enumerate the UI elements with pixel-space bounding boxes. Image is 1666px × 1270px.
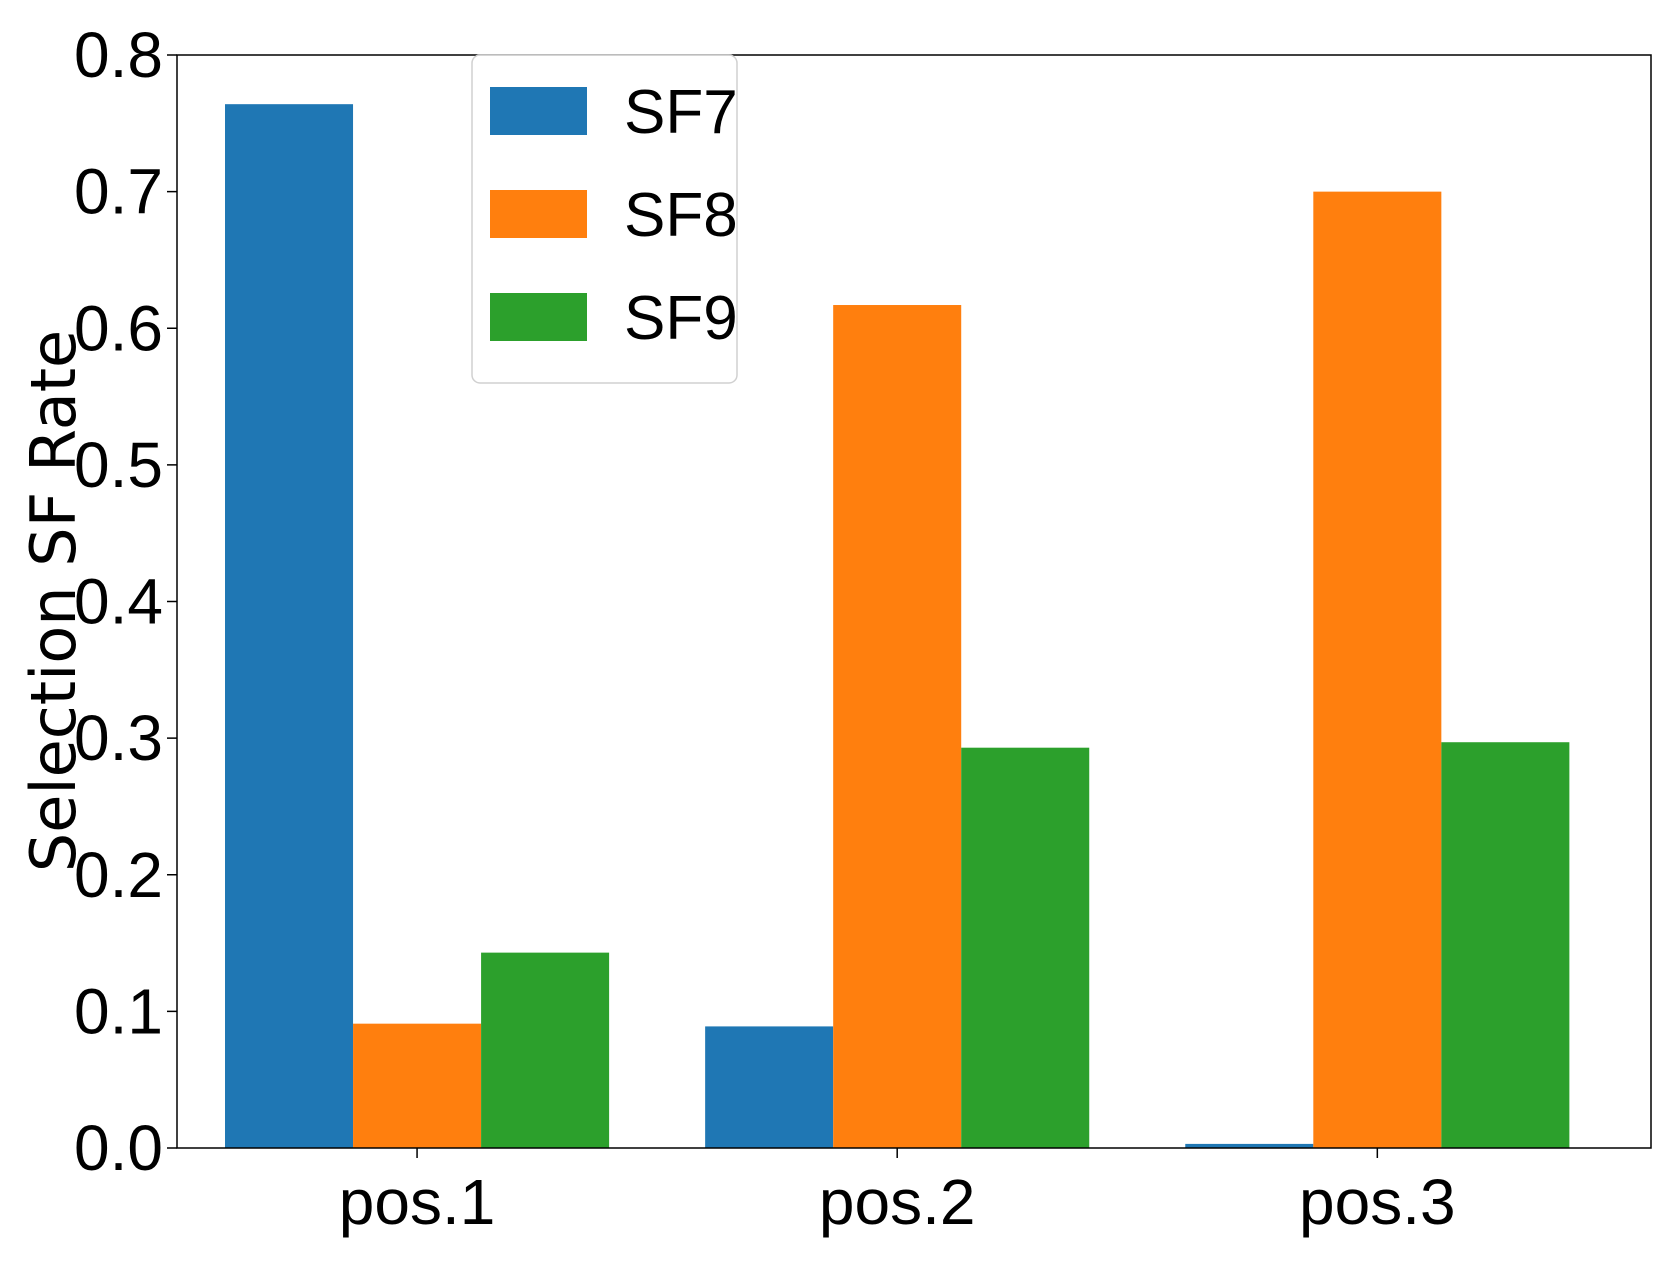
y-tick-label: 0.2 — [74, 839, 163, 911]
y-tick-label: 0.3 — [74, 702, 163, 774]
y-axis-ticks: 0.0 0.1 0.2 0.3 0.4 0.5 0.6 0.7 0.8 — [74, 19, 177, 1184]
legend-swatch-sf8 — [490, 190, 587, 238]
legend-swatch-sf9 — [490, 293, 587, 341]
legend-swatch-sf7 — [490, 87, 587, 135]
y-tick-label: 0.0 — [74, 1112, 163, 1184]
plot-frame — [176, 54, 1652, 1149]
y-tick-label: 0.8 — [74, 19, 163, 91]
x-tick-label-pos3: pos.3 — [1299, 1166, 1456, 1238]
legend: SF7 SF8 SF9 — [471, 54, 738, 384]
y-tick-label: 0.1 — [74, 975, 163, 1047]
y-tick-label: 0.7 — [74, 156, 163, 228]
bar-sf8-pos3 — [1313, 191, 1442, 1148]
bar-sf9-pos2 — [961, 747, 1090, 1148]
bar-sf7-pos2 — [705, 1026, 834, 1148]
y-tick-label: 0.4 — [74, 566, 163, 638]
bar-sf7-pos3 — [1185, 1143, 1314, 1148]
bar-sf9-pos1 — [481, 952, 610, 1148]
bar-sf8-pos1 — [353, 1023, 482, 1148]
x-axis-ticks: pos.1 pos.2 pos.3 — [339, 1148, 1456, 1238]
bar-sf9-pos3 — [1441, 742, 1570, 1148]
y-tick-label: 0.5 — [74, 429, 163, 501]
x-tick-label-pos1: pos.1 — [339, 1166, 496, 1238]
x-tick-label-pos2: pos.2 — [819, 1166, 976, 1238]
bar-sf8-pos2 — [833, 305, 962, 1148]
y-axis-label: Selection SF Rate — [17, 330, 90, 872]
legend-label-sf9: SF9 — [624, 284, 738, 353]
bars-group — [225, 104, 1570, 1148]
bar-sf7-pos1 — [225, 104, 354, 1148]
legend-label-sf7: SF7 — [624, 78, 738, 147]
y-tick-label: 0.6 — [74, 292, 163, 364]
legend-label-sf8: SF8 — [624, 181, 738, 250]
